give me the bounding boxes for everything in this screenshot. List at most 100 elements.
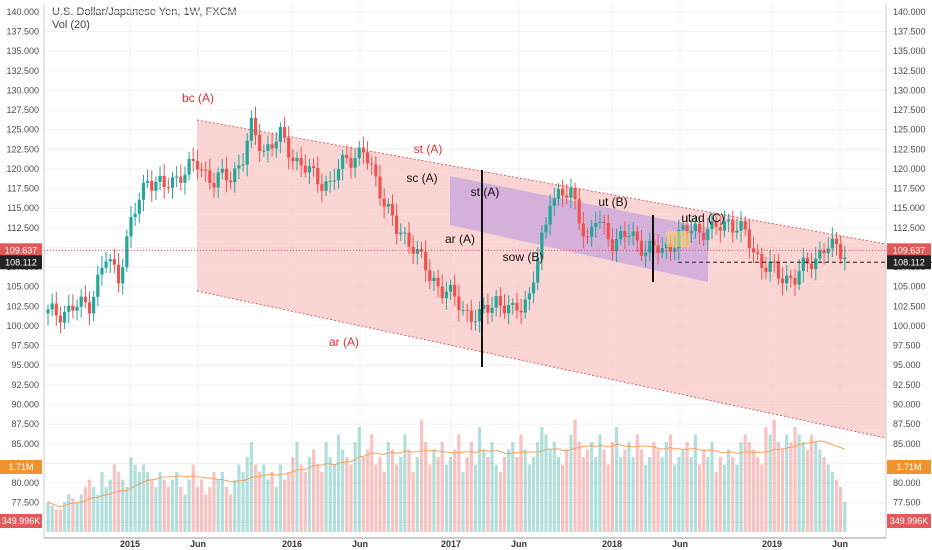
annotations: bc (A) st (A) ar (A) sc (A) st (A) ar (A) sow … (182, 91, 725, 349)
volume-bar (507, 449, 511, 532)
volume-bar (374, 464, 378, 532)
candle-body (747, 229, 751, 249)
volume-bar (834, 479, 839, 532)
candle-body (58, 315, 63, 323)
volume-bar (332, 464, 336, 532)
candle-body (801, 257, 805, 271)
candle-body (465, 309, 469, 311)
candle-body (133, 213, 137, 218)
candle-body (768, 261, 772, 272)
candle-body (789, 275, 793, 278)
annotation-label: utad (C) (681, 211, 724, 225)
candle-body (565, 195, 569, 198)
y-tick-label-right: 137.500 (893, 26, 926, 36)
volume-bar (316, 464, 320, 532)
volume-bar (606, 464, 610, 532)
candle-body (75, 306, 79, 311)
volume-bar (565, 449, 569, 532)
candle-body (805, 257, 810, 264)
volume-bar (208, 487, 212, 532)
volume-bar (648, 457, 652, 532)
candle-body (332, 180, 336, 182)
candle-body (544, 224, 548, 233)
candle-body (295, 157, 299, 162)
candle-body (814, 258, 818, 270)
candle-body (415, 248, 419, 254)
volume-bar (307, 457, 312, 532)
volume-bar (220, 472, 224, 532)
candlesticks (46, 106, 847, 334)
volume-prev-badge-left-bg (0, 514, 42, 528)
volume-bar (266, 479, 270, 532)
candle-body (353, 158, 357, 168)
volume-bar (552, 442, 556, 532)
candle-body (274, 141, 278, 149)
volume-bar (432, 449, 436, 532)
volume-bar (482, 449, 486, 532)
volume-bar (577, 442, 581, 532)
candle-body (191, 158, 195, 161)
candle-body (108, 259, 112, 262)
y-tick-label-right: 100.000 (893, 321, 926, 331)
candle-body (718, 227, 722, 231)
volume-bar (639, 449, 644, 532)
volume-bar (253, 464, 258, 532)
candle-body (764, 267, 768, 272)
volume-bar (357, 427, 361, 532)
volume-bar (693, 434, 697, 532)
candle-body (112, 259, 116, 265)
candle-body (116, 264, 121, 284)
volume-bar (63, 502, 67, 532)
candle-body (241, 164, 245, 166)
volume-bar (697, 464, 702, 532)
volume-bar (440, 442, 444, 532)
candle-body (760, 253, 764, 268)
candle-body (457, 296, 461, 311)
level-badge-left-bg (0, 255, 42, 270)
candle-body (141, 182, 146, 200)
volume-bar (714, 472, 718, 532)
volume-bar (594, 457, 598, 532)
y-tick-label-right: 112.500 (893, 223, 925, 233)
volume-bar (544, 434, 548, 532)
candle-body (345, 154, 349, 159)
y-tick-label-left: 137.500 (6, 26, 39, 36)
y-tick-label-right: 140.000 (893, 7, 926, 17)
candle-body (365, 152, 370, 164)
y-tick-label-left: 77.500 (11, 498, 39, 508)
annotation-label: st (A) (414, 142, 443, 156)
volume-bar (718, 457, 722, 532)
candle-body (125, 236, 129, 268)
volume-bar (237, 464, 241, 532)
volume-bar (108, 479, 112, 532)
candle-body (648, 240, 652, 253)
candle-body (776, 261, 780, 279)
candle-body (199, 169, 204, 171)
volume-bar (324, 442, 328, 532)
candle-body (751, 248, 756, 253)
candle-body (390, 203, 395, 216)
candle-body (187, 158, 191, 175)
candle-body (614, 239, 619, 252)
candle-body (403, 232, 407, 234)
volume-bar (96, 494, 100, 532)
candle-body (54, 303, 58, 316)
candle-body (569, 188, 573, 198)
candle-body (204, 169, 208, 171)
volume-bar (810, 434, 814, 532)
candle-body (635, 231, 639, 241)
candle-body (619, 231, 623, 240)
candle-body (681, 225, 685, 230)
y-tick-label-right: 92.500 (893, 380, 921, 390)
candle-body (71, 305, 75, 311)
candle-body (594, 222, 598, 227)
volume-bar (631, 457, 635, 532)
candle-body (253, 117, 258, 135)
level-badge-left: 108.112 (5, 257, 37, 267)
volume-bar (818, 449, 822, 532)
volume-bar (839, 487, 843, 532)
candle-body (216, 172, 220, 188)
channel-lower-line (196, 290, 887, 439)
volume-bar (785, 434, 789, 532)
